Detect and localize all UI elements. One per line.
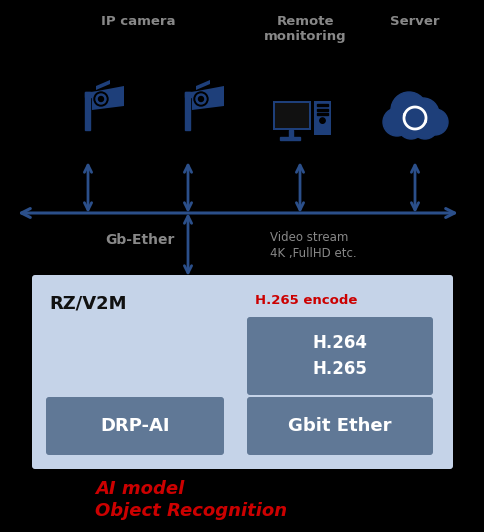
Polygon shape: [92, 86, 124, 110]
Text: H.264
H.265: H.264 H.265: [313, 335, 367, 378]
Text: Server: Server: [390, 15, 440, 28]
Bar: [85, 92, 90, 130]
FancyBboxPatch shape: [46, 397, 224, 455]
Bar: [317, 113, 328, 115]
FancyBboxPatch shape: [275, 103, 309, 128]
FancyBboxPatch shape: [247, 397, 433, 455]
Polygon shape: [196, 80, 210, 90]
Circle shape: [198, 96, 203, 102]
Circle shape: [407, 98, 439, 130]
Bar: [85, 92, 103, 97]
Polygon shape: [96, 80, 110, 90]
Bar: [185, 92, 190, 130]
Bar: [317, 109, 328, 111]
Circle shape: [391, 92, 427, 128]
Text: Gb-Ether: Gb-Ether: [106, 233, 175, 247]
Text: AI model: AI model: [95, 480, 184, 498]
Circle shape: [412, 113, 438, 139]
Bar: [280, 137, 300, 140]
Text: RZ/V2M: RZ/V2M: [49, 294, 126, 312]
Bar: [317, 104, 328, 106]
Text: Remote
monitoring: Remote monitoring: [264, 15, 347, 43]
Bar: [185, 92, 203, 97]
Text: Video stream
4K ,FullHD etc.: Video stream 4K ,FullHD etc.: [270, 231, 357, 260]
Circle shape: [196, 94, 206, 104]
Circle shape: [422, 109, 448, 135]
Text: IP camera: IP camera: [101, 15, 175, 28]
Circle shape: [383, 108, 411, 136]
Circle shape: [94, 92, 108, 106]
FancyBboxPatch shape: [32, 275, 453, 469]
Text: Gbit Ether: Gbit Ether: [288, 417, 392, 435]
Circle shape: [398, 113, 424, 139]
Bar: [289, 130, 293, 137]
FancyBboxPatch shape: [273, 101, 311, 130]
Text: Object Recognition: Object Recognition: [95, 502, 287, 520]
Circle shape: [194, 92, 208, 106]
FancyBboxPatch shape: [247, 317, 433, 395]
Circle shape: [320, 118, 325, 123]
Text: H.265 encode: H.265 encode: [255, 294, 357, 307]
Text: DRP-AI: DRP-AI: [100, 417, 170, 435]
Polygon shape: [192, 86, 224, 110]
Circle shape: [96, 94, 106, 104]
Circle shape: [99, 96, 104, 102]
FancyBboxPatch shape: [315, 101, 331, 135]
